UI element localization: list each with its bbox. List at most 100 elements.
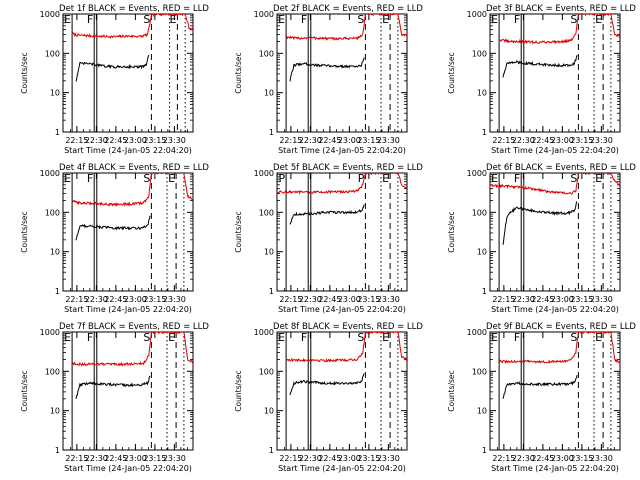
event-marker-label: E bbox=[595, 331, 602, 344]
event-marker-label: E bbox=[168, 331, 175, 344]
event-marker-label: P bbox=[358, 172, 365, 185]
x-tick-label: 23:00 bbox=[124, 136, 147, 145]
events-series-line bbox=[289, 373, 365, 396]
marker-lines bbox=[285, 14, 399, 132]
x-tick-label: 22:30 bbox=[512, 295, 535, 304]
event-marker-label: P bbox=[278, 172, 285, 185]
x-tick-label: 23:30 bbox=[590, 295, 613, 304]
x-tick-label: 22:45 bbox=[531, 454, 554, 463]
event-marker-label: S bbox=[570, 172, 577, 185]
x-tick-label: 23:15 bbox=[143, 454, 166, 463]
event-marker-label: F bbox=[87, 331, 93, 344]
marker-lines bbox=[285, 332, 399, 450]
event-marker-label: F bbox=[514, 13, 520, 26]
lld-series-line bbox=[490, 173, 620, 195]
x-tick-label: 23:15 bbox=[570, 136, 593, 145]
y-tick-label: 1000 bbox=[254, 328, 274, 337]
event-marker-label: E bbox=[491, 331, 498, 344]
y-tick-label: 100 bbox=[472, 49, 487, 58]
plot-frame bbox=[489, 13, 621, 133]
y-axis-label: Counts/sec bbox=[234, 370, 243, 411]
x-tick-label: 23:30 bbox=[377, 454, 400, 463]
y-tick-label: 1 bbox=[482, 128, 487, 137]
x-tick-label: 22:30 bbox=[85, 136, 108, 145]
series-group bbox=[71, 14, 193, 82]
series-group bbox=[498, 332, 620, 399]
plot-frame bbox=[276, 331, 408, 451]
events-series-line bbox=[502, 54, 578, 78]
y-tick-label: 100 bbox=[45, 49, 60, 58]
panel-title: Det 8f BLACK = Events, RED = LLD bbox=[273, 322, 423, 332]
events-series-line bbox=[75, 54, 150, 82]
x-tick-label: 22:45 bbox=[318, 136, 341, 145]
plot-frame bbox=[62, 13, 194, 133]
series-group bbox=[490, 173, 620, 245]
panel-title: Det 5f BLACK = Events, RED = LLD bbox=[273, 163, 423, 173]
x-tick-label: 23:00 bbox=[551, 295, 574, 304]
lld-series-line bbox=[71, 332, 193, 368]
x-tick-label: 22:30 bbox=[512, 454, 535, 463]
x-tick-label: 22:15 bbox=[279, 136, 302, 145]
event-marker-label: S bbox=[143, 331, 150, 344]
event-marker-label: E bbox=[278, 331, 285, 344]
x-tick-label: 22:30 bbox=[299, 295, 322, 304]
lld-series-line bbox=[71, 173, 193, 208]
x-axis-label: Start Time (24-Jan-05 22:04:20) bbox=[278, 146, 406, 155]
event-marker-label: F bbox=[87, 172, 93, 185]
series-group bbox=[286, 332, 407, 396]
event-marker-label: E bbox=[595, 172, 602, 185]
y-tick-label: 10 bbox=[50, 407, 60, 416]
lld-series-line bbox=[498, 14, 620, 45]
x-tick-label: 23:15 bbox=[570, 454, 593, 463]
x-tick-label: 23:00 bbox=[338, 295, 361, 304]
detector-panel: Det 4f BLACK = Events, RED = LLD 1 10 100 10… bbox=[20, 163, 209, 314]
y-tick-label: 1000 bbox=[254, 10, 274, 19]
x-tick-label: 22:45 bbox=[531, 136, 554, 145]
event-marker-label: E bbox=[64, 172, 71, 185]
marker-lines bbox=[285, 173, 399, 291]
x-axis-label: Start Time (24-Jan-05 22:04:20) bbox=[278, 305, 406, 314]
x-tick-label: 23:15 bbox=[570, 295, 593, 304]
x-tick-label: 23:30 bbox=[377, 136, 400, 145]
events-series-line bbox=[502, 374, 578, 399]
y-tick-label: 10 bbox=[264, 407, 274, 416]
plot-frame bbox=[489, 331, 621, 451]
marker-lines bbox=[71, 14, 186, 132]
series-group bbox=[285, 14, 407, 82]
event-marker-label: S bbox=[143, 172, 150, 185]
detector-panel: Det 1f BLACK = Events, RED = LLD 1 10 100 10… bbox=[20, 4, 209, 155]
x-tick-label: 23:00 bbox=[551, 454, 574, 463]
event-marker-label: E bbox=[382, 331, 389, 344]
x-axis-label: Start Time (24-Jan-05 22:04:20) bbox=[64, 146, 192, 155]
x-tick-label: 23:00 bbox=[338, 454, 361, 463]
y-tick-label: 1 bbox=[55, 128, 60, 137]
y-tick-label: 10 bbox=[477, 407, 487, 416]
x-tick-label: 23:15 bbox=[143, 295, 166, 304]
x-axis-label: Start Time (24-Jan-05 22:04:20) bbox=[64, 464, 192, 473]
x-tick-label: 23:00 bbox=[124, 454, 147, 463]
x-tick-label: 22:15 bbox=[279, 295, 302, 304]
x-tick-label: 23:15 bbox=[357, 295, 380, 304]
x-tick-label: 22:15 bbox=[492, 454, 515, 463]
x-tick-label: 23:30 bbox=[163, 295, 186, 304]
y-axis-label: Counts/sec bbox=[234, 211, 243, 252]
y-tick-label: 100 bbox=[259, 208, 274, 217]
y-tick-label: 100 bbox=[472, 367, 487, 376]
x-tick-label: 23:30 bbox=[163, 136, 186, 145]
x-tick-label: 23:30 bbox=[590, 454, 613, 463]
event-marker-label: E bbox=[169, 13, 176, 26]
event-marker-label: S bbox=[570, 13, 577, 26]
x-tick-label: 22:15 bbox=[65, 136, 88, 145]
event-marker-label: E bbox=[491, 13, 498, 26]
x-tick-label: 23:00 bbox=[551, 136, 574, 145]
y-tick-label: 1 bbox=[269, 128, 274, 137]
series-group bbox=[277, 173, 407, 225]
y-axis-label: Counts/sec bbox=[20, 52, 29, 93]
event-marker-label: S bbox=[357, 13, 364, 26]
lld-series-line bbox=[498, 332, 620, 365]
series-group bbox=[71, 332, 193, 400]
y-tick-label: 10 bbox=[477, 89, 487, 98]
x-tick-label: 22:15 bbox=[492, 136, 515, 145]
x-axis-label: Start Time (24-Jan-05 22:04:20) bbox=[64, 305, 192, 314]
